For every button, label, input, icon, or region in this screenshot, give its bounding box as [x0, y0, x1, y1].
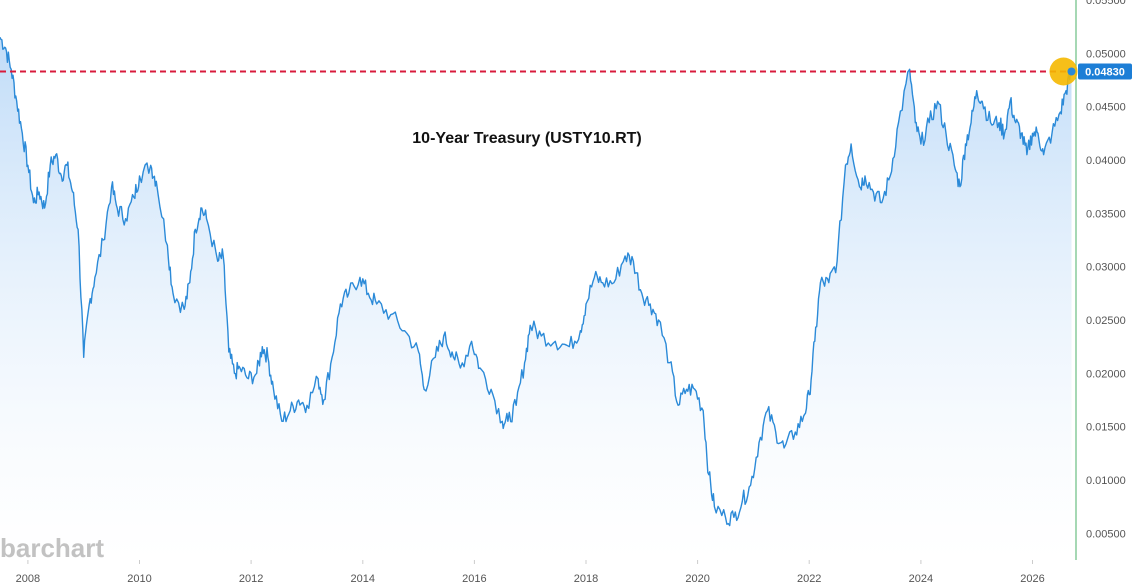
yield-series-line: [0, 37, 1073, 527]
y-tick-label: 0.04000: [1086, 155, 1126, 167]
y-tick-label: 0.00500: [1086, 528, 1126, 540]
x-tick-label: 2022: [797, 573, 821, 585]
x-tick-label: 2010: [127, 573, 151, 585]
x-axis: 2008 2010 2012 2014 2016 2018 2020 2022 2024 2026: [16, 560, 1045, 585]
x-tick-label: 2008: [16, 573, 40, 585]
x-tick-label: 2024: [909, 573, 933, 585]
y-tick-label: 0.02500: [1086, 315, 1126, 327]
current-value-highlight-marker: [1049, 57, 1078, 86]
last-price-label: 0.04830: [1085, 67, 1125, 79]
x-tick-label: 2020: [685, 573, 709, 585]
barchart-watermark: barchart: [0, 533, 104, 563]
x-tick-label: 2018: [574, 573, 598, 585]
y-axis: 0.00500 0.01000 0.01500 0.02000 0.02500 0.030…: [1086, 0, 1126, 540]
y-tick-label: 0.03000: [1086, 262, 1126, 274]
x-tick-label: 2026: [1020, 573, 1044, 585]
y-tick-label: 0.03500: [1086, 208, 1126, 220]
x-tick-label: 2014: [351, 573, 375, 585]
chart-title: 10-Year Treasury (USTY10.RT): [412, 130, 641, 147]
current-value-dot: [1067, 67, 1076, 76]
y-tick-label: 0.05000: [1086, 48, 1126, 60]
y-tick-label: 0.01500: [1086, 422, 1126, 434]
yield-area-fill: [0, 37, 1072, 561]
y-tick-label: 0.01000: [1086, 475, 1126, 487]
y-tick-label: 0.05500: [1086, 0, 1126, 7]
last-price-tag-background: [1078, 63, 1132, 80]
last-price-tag: 0.04830: [1078, 63, 1132, 80]
y-tick-label: 0.04500: [1086, 102, 1126, 114]
x-tick-label: 2012: [239, 573, 263, 585]
x-tick-label: 2016: [462, 573, 486, 585]
y-tick-label: 0.02000: [1086, 368, 1126, 380]
